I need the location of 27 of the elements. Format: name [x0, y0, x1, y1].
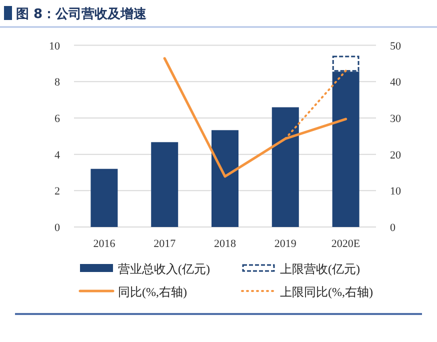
y-tick-label: 8: [54, 76, 60, 89]
x-tick-label: 2019: [274, 238, 297, 250]
y-tick-label: 0: [54, 222, 60, 234]
y2-tick-label: 30: [390, 112, 402, 125]
y2-tick-label: 0: [390, 222, 396, 234]
y2-tick-label: 40: [390, 76, 402, 89]
y2-tick-label: 10: [390, 186, 402, 198]
x-tick-label: 2018: [214, 238, 236, 250]
line-series: [163, 57, 348, 178]
y-tick-label: 10: [49, 40, 60, 52]
y2-tick-label: 50: [390, 40, 402, 52]
x-tick-label: 2020E: [331, 238, 360, 250]
x-tick-label: 2017: [154, 238, 176, 250]
bar: [212, 130, 238, 227]
legend-label: 上限同比(%,右轴): [280, 285, 373, 299]
bar: [90, 168, 118, 227]
x-tick-label: 2016: [93, 238, 116, 250]
bar: [272, 107, 299, 227]
legend-label: 同比(%,右轴): [118, 285, 187, 299]
legend-label: 上限营收(亿元): [280, 262, 360, 276]
bar: [151, 142, 178, 227]
y-tick-label: 2: [54, 186, 60, 198]
legend-label: 营业总收入(亿元): [118, 262, 210, 276]
chart-title: 图 8：公司营收及增速: [16, 6, 148, 22]
y2-tick-label: 20: [390, 149, 402, 162]
y-tick-label: 4: [54, 149, 60, 162]
y-tick-label: 6: [54, 112, 60, 125]
